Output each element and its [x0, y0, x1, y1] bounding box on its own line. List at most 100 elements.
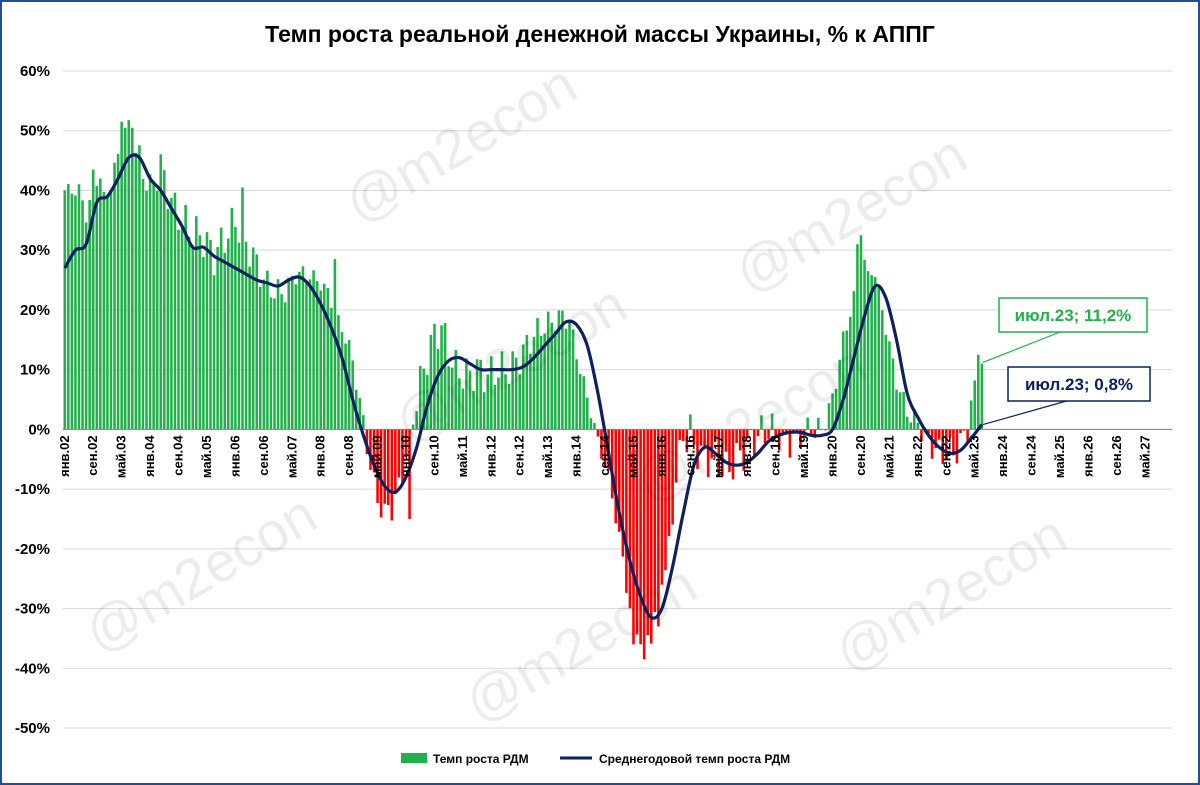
bar [106, 195, 109, 430]
bar [646, 429, 649, 636]
bar [539, 335, 543, 430]
bar [681, 429, 685, 441]
bar [657, 429, 660, 627]
bar [340, 332, 344, 430]
bar [198, 235, 202, 430]
bar [753, 429, 756, 458]
bar [969, 400, 973, 430]
bar [81, 200, 84, 430]
bar [625, 429, 628, 593]
bar [195, 216, 198, 430]
x-tick-label: май.27 [1137, 435, 1152, 478]
x-tick-label: янв.24 [995, 435, 1010, 477]
bar [209, 239, 212, 430]
bar [280, 294, 283, 430]
bar [344, 343, 347, 430]
bar [557, 310, 561, 430]
bar [767, 429, 770, 439]
bar [322, 283, 326, 430]
x-tick-label: май.09 [370, 435, 385, 478]
bar [671, 429, 674, 525]
y-tick-label: 40% [20, 182, 50, 199]
callout-bar-label: июл.23; 11,2% [1015, 306, 1132, 325]
bar [575, 359, 578, 430]
bar [120, 121, 123, 430]
bar [653, 429, 657, 613]
bar [308, 279, 312, 430]
legend-label-bars: Темп роста РДМ [433, 752, 529, 766]
bar [699, 429, 703, 446]
bar [95, 185, 99, 430]
bar [710, 429, 713, 459]
x-tick-label: сен.10 [426, 435, 441, 475]
bar [614, 429, 618, 524]
bar [358, 398, 362, 430]
x-tick-label: май.07 [284, 435, 299, 478]
bar [977, 354, 980, 430]
bar [660, 429, 664, 585]
y-tick-label: -30% [15, 601, 50, 618]
bar [713, 429, 717, 442]
bar [703, 429, 706, 448]
bar [273, 298, 276, 430]
watermark: @m2econ [454, 552, 707, 735]
x-tick-label: май.15 [625, 435, 640, 478]
bar [817, 417, 820, 430]
bar [91, 169, 95, 430]
bar [326, 287, 330, 430]
callout-box [1007, 366, 1151, 402]
x-tick-label: май.19 [796, 435, 811, 478]
bar [628, 429, 632, 609]
average-line [63, 153, 984, 620]
bar [934, 429, 937, 449]
x-tick-label: сен.12 [512, 435, 527, 475]
bar [735, 429, 738, 444]
y-tick-label: 20% [20, 302, 50, 319]
bar [479, 359, 482, 430]
bar [763, 429, 767, 444]
bar [315, 281, 319, 430]
bar [742, 429, 745, 471]
bar [667, 429, 671, 537]
bar [173, 192, 177, 430]
y-tick-label: 50% [20, 123, 50, 140]
legend-swatch-bars [401, 753, 427, 763]
bar [678, 429, 681, 441]
bar [251, 247, 255, 430]
grid-lines [63, 70, 1172, 729]
bar [362, 415, 365, 430]
x-tick-label: сен.08 [341, 435, 356, 475]
bar [294, 284, 298, 430]
bar [731, 429, 735, 480]
bar [262, 279, 266, 430]
bar [337, 315, 340, 430]
x-tick-label: сен.16 [682, 435, 697, 475]
callout-box [998, 297, 1148, 333]
bar [937, 429, 941, 440]
bar [930, 429, 934, 459]
bar [433, 323, 436, 430]
bar [635, 429, 639, 635]
bar [482, 392, 486, 430]
bar [834, 388, 838, 430]
bar [394, 429, 397, 495]
bar [941, 429, 945, 464]
bar [504, 374, 507, 430]
bar [827, 403, 831, 430]
bar [109, 191, 113, 430]
bar [728, 429, 731, 473]
x-tick-label: сен.26 [1109, 435, 1124, 475]
bar [706, 429, 710, 478]
bar [689, 414, 692, 430]
bar [219, 227, 223, 430]
bar [959, 429, 962, 434]
x-tick-label: янв.02 [57, 435, 72, 477]
bar [461, 388, 465, 430]
bar [269, 297, 273, 430]
chart-title: Темп роста реальной денежной массы Украи… [265, 21, 935, 47]
y-axis-ticks: 60% 50% 40% 30% 20% 10% 0% -10% -20% -30% -40% -50% [15, 63, 50, 737]
bar [383, 429, 386, 504]
bar [376, 429, 379, 503]
bar [561, 310, 564, 430]
bar [301, 266, 305, 430]
